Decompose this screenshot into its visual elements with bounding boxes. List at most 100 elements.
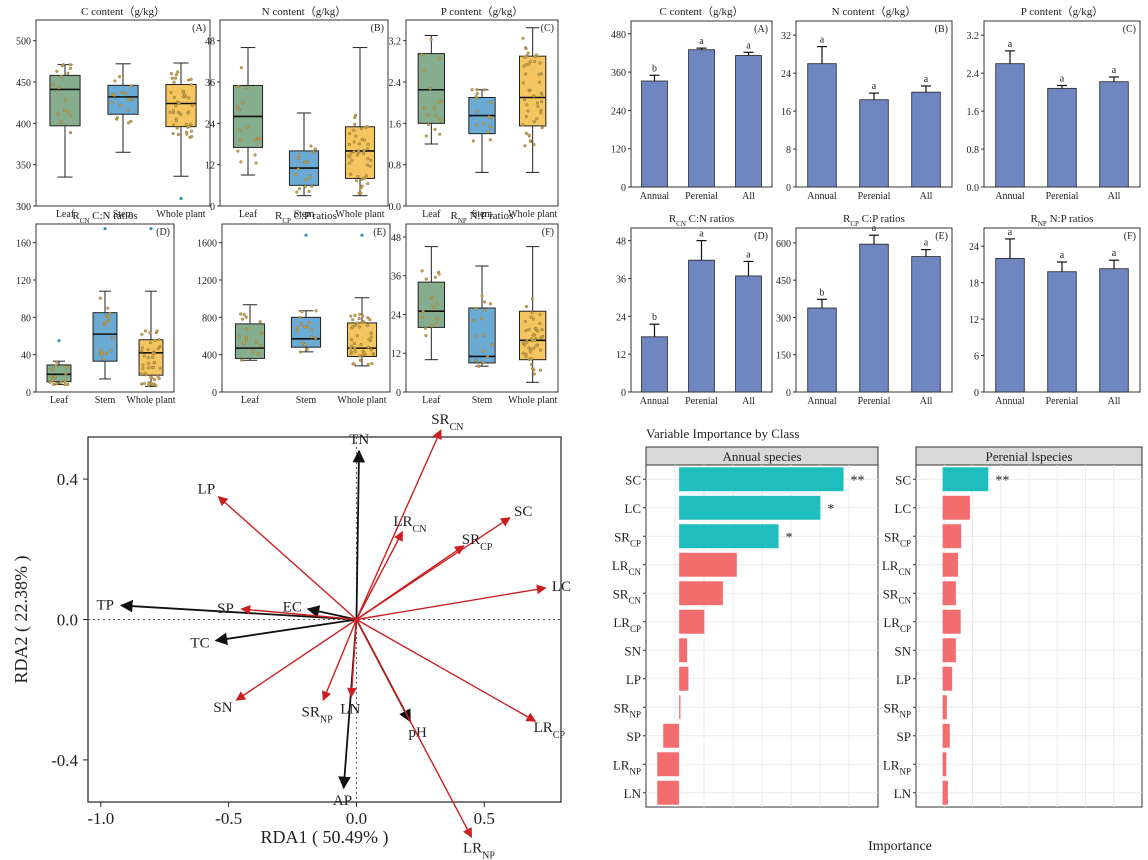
jitter-point xyxy=(366,345,370,349)
panel-title: RNP N:P ratios xyxy=(1031,213,1094,228)
jitter-point xyxy=(141,363,145,367)
panel-letter: (D) xyxy=(156,227,170,238)
panel-letter: (E) xyxy=(373,227,386,238)
jitter-point xyxy=(530,311,534,315)
y-tick-label: 500 xyxy=(16,37,31,48)
significance-mark: * xyxy=(786,530,793,545)
jitter-point xyxy=(147,366,151,370)
jitter-point xyxy=(357,142,361,146)
jitter-point xyxy=(360,177,364,181)
jitter-point xyxy=(174,73,178,77)
jitter-point xyxy=(149,375,153,379)
jitter-point xyxy=(66,382,70,387)
x-tick-label: Perenial xyxy=(1046,191,1079,202)
importance-bar-lrcp xyxy=(679,609,705,634)
jitter-point xyxy=(364,174,368,178)
y-tick-label: 1200 xyxy=(197,276,217,287)
y-tick-label: 0 xyxy=(210,202,215,213)
jitter-point xyxy=(304,177,308,182)
significance-letter: a xyxy=(924,238,929,249)
jitter-point xyxy=(184,122,188,126)
significance-letter: a xyxy=(699,229,704,240)
y-tick-label: 360 xyxy=(611,68,626,79)
jitter-point xyxy=(50,367,55,371)
jitter-point xyxy=(366,157,370,161)
x-tick-label: All xyxy=(742,191,755,202)
jitter-point xyxy=(475,92,479,96)
jitter-point xyxy=(157,337,161,342)
jitter-point xyxy=(528,88,532,92)
jitter-point xyxy=(300,310,304,314)
jitter-point xyxy=(532,346,536,350)
trait-arrow-sp xyxy=(240,604,357,621)
y-tick-label: 480 xyxy=(611,30,626,41)
jitter-point xyxy=(349,151,353,155)
jitter-point xyxy=(108,312,112,316)
jitter-point xyxy=(426,113,430,117)
bar-perenial xyxy=(1047,271,1077,393)
importance-bar-lp xyxy=(942,666,953,691)
facet-label: Annual species xyxy=(722,449,801,464)
trait-arrow-srnp xyxy=(322,619,358,702)
variable-label-sp: SP xyxy=(897,729,911,744)
jitter-point xyxy=(63,379,67,384)
jitter-point xyxy=(130,98,134,102)
x-tick-label: Leaf xyxy=(422,209,441,220)
y-tick-label: 1600 xyxy=(197,239,217,250)
panel-title: C content（g/kg） xyxy=(659,5,743,18)
importance-bar-ln xyxy=(657,780,680,805)
jitter-point xyxy=(174,104,178,108)
x-tick-label: All xyxy=(920,396,933,407)
jitter-point xyxy=(154,384,158,388)
jitter-point xyxy=(352,150,356,154)
panel-letter: (B) xyxy=(935,24,948,35)
y-tick-label: 0.8 xyxy=(389,161,402,172)
jitter-point xyxy=(297,187,302,191)
jitter-point xyxy=(189,123,193,127)
trait-arrow-srcp xyxy=(356,545,465,621)
jitter-point xyxy=(257,352,261,356)
x-tick-label: Stem xyxy=(472,395,493,406)
jitter-point xyxy=(541,334,545,338)
y-tick-label: 2.4 xyxy=(389,78,402,89)
bar-perenial xyxy=(859,99,889,188)
trait-label-lrcp: LRCP xyxy=(534,720,566,741)
y-tick-label: 3.2 xyxy=(967,31,980,42)
jitter-point xyxy=(102,321,106,325)
jitter-point xyxy=(540,126,544,130)
jitter-point xyxy=(306,160,310,164)
variable-label-lp: LP xyxy=(626,672,641,687)
jitter-point xyxy=(471,318,476,322)
jitter-point xyxy=(186,78,191,82)
jitter-point xyxy=(369,158,373,162)
significance-mark: ** xyxy=(995,473,1009,488)
x-tick-label: Leaf xyxy=(239,209,258,220)
jitter-point xyxy=(525,103,529,107)
importance-bar-lp xyxy=(679,666,689,691)
jitter-point xyxy=(355,179,359,183)
significance-letter: a xyxy=(1060,250,1065,261)
jitter-point xyxy=(540,328,544,332)
jitter-point xyxy=(50,379,54,383)
jitter-point xyxy=(296,167,300,171)
x-tick-label: -0.5 xyxy=(215,809,242,828)
jitter-point xyxy=(172,80,176,84)
jitter-point xyxy=(434,322,438,326)
y-tick-label: 0 xyxy=(212,388,217,399)
bar-perenial xyxy=(688,259,715,393)
y-tick-label: 24 xyxy=(616,312,626,323)
trait-label-srcp: SRCP xyxy=(462,532,493,553)
jitter-point xyxy=(239,66,243,70)
importance-bar-srnp xyxy=(942,695,947,720)
significance-letter: a xyxy=(699,36,704,47)
jitter-point xyxy=(356,174,360,178)
importance-bar-lrcn xyxy=(942,552,959,577)
x-tick-label: All xyxy=(742,396,755,407)
jitter-point xyxy=(187,110,191,114)
y-tick-label: 12 xyxy=(616,350,626,361)
jitter-point xyxy=(420,53,424,57)
jitter-point xyxy=(352,341,356,345)
outlier-point xyxy=(360,233,364,237)
jitter-point xyxy=(521,123,525,127)
